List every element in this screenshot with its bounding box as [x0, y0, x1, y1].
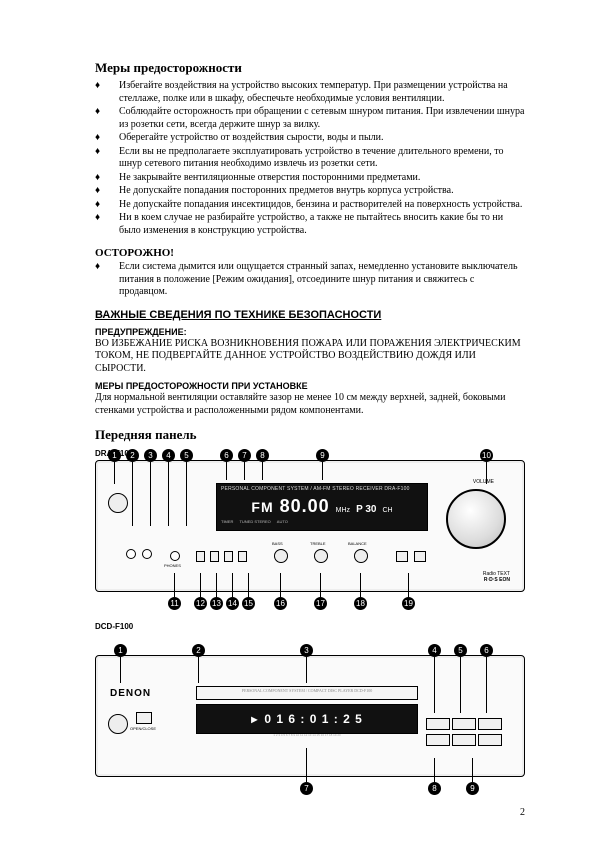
precaution-item: Не допускайте попадания инсектицидов, бе… — [119, 199, 522, 212]
cd-transport-button — [452, 734, 476, 746]
small-button — [196, 551, 205, 562]
disc-tray: PERSONAL COMPONENT SYSTEM / COMPACT DISC… — [196, 686, 418, 700]
caution-title: ОСТОРОЖНО! — [95, 247, 525, 259]
callout: 6 — [220, 449, 233, 462]
display-freq: 80.00 — [280, 496, 330, 517]
front-panel-title: Передняя панель — [95, 427, 525, 443]
display-ch: CH — [382, 507, 392, 514]
receiver-panel: DRA-F100 1 2 3 4 5 6 7 8 9 10 PERSONAL C… — [95, 449, 525, 592]
callout: 3 — [144, 449, 157, 462]
safety-title: ВАЖНЫЕ СВЕДЕНИЯ ПО ТЕХНИКЕ БЕЗОПАСНОСТИ — [95, 309, 525, 321]
callout: 1 — [108, 449, 121, 462]
small-button — [238, 551, 247, 562]
callout: 17 — [314, 597, 327, 610]
receiver-display: PERSONAL COMPONENT SYSTEM / AM-FM STEREO… — [216, 483, 428, 531]
track-index: 1 2 3 4 5 6 7 8 9 10 11 12 13 14 15 16 1… — [197, 733, 417, 737]
precaution-item: Соблюдайте осторожность при обращении с … — [119, 106, 525, 131]
callout: 11 — [168, 597, 181, 610]
receiver-device: 1 2 3 4 5 6 7 8 9 10 PERSONAL COMPONENT … — [95, 460, 525, 592]
precaution-item: Если вы не предполагаете эксплуатировать… — [119, 146, 525, 171]
bass-knob — [274, 549, 288, 563]
power-button — [108, 493, 128, 513]
cd-transport-button — [478, 718, 502, 730]
callout: 4 — [428, 644, 441, 657]
precaution-item: Ни в коем случае не разбирайте устройств… — [119, 212, 525, 237]
cd-device: 1 2 3 4 5 6 DENON PERSONAL COMPONENT SYS… — [95, 655, 525, 777]
cd-transport-button — [452, 718, 476, 730]
callout: 7 — [238, 449, 251, 462]
tray-header: PERSONAL COMPONENT SYSTEM / COMPACT DISC… — [197, 687, 417, 693]
precaution-item: Избегайте воздействия на устройство высо… — [119, 80, 525, 105]
precaution-item: Не допускайте попадания посторонних пред… — [119, 185, 454, 198]
callout: 10 — [480, 449, 493, 462]
callout: 2 — [126, 449, 139, 462]
callout: 5 — [180, 449, 193, 462]
cd-model: DCD-F100 — [95, 622, 525, 631]
treble-label: TREBLE — [310, 541, 326, 546]
disp-indicator: TUNED STEREO — [239, 519, 270, 524]
callout: 16 — [274, 597, 287, 610]
disp-indicator: TIMER — [221, 519, 233, 524]
display-header: PERSONAL COMPONENT SYSTEM / AM-FM STEREO… — [217, 484, 427, 492]
callout: 2 — [192, 644, 205, 657]
phones-jack — [170, 551, 180, 561]
page-number: 2 — [520, 807, 525, 818]
cd-transport-button — [426, 718, 450, 730]
rds-badge: Radio TEXT R·D·S EON — [483, 572, 510, 583]
display-preset: P 30 — [356, 504, 376, 515]
small-button — [224, 551, 233, 562]
cd-transport-button — [478, 734, 502, 746]
cd-power-button — [108, 714, 128, 734]
system-jack — [142, 549, 152, 559]
disp-indicator: AUTO — [277, 519, 288, 524]
callout: 9 — [316, 449, 329, 462]
caution-item: Если система дымится или ощущается стран… — [119, 261, 525, 299]
callout: 19 — [402, 597, 415, 610]
callout: 15 — [242, 597, 255, 610]
balance-label: BALANCE — [348, 541, 367, 546]
install-text: Для нормальной вентиляции оставляйте заз… — [95, 392, 525, 417]
display-band: FM — [251, 499, 273, 515]
cd-display: ▶ 0 1 6 : 0 1 : 2 5 1 2 3 4 5 6 7 8 9 10… — [196, 704, 418, 734]
open-close-label: OPEN/CLOSE — [130, 726, 156, 731]
small-button — [396, 551, 408, 562]
precaution-item: Не закрывайте вентиляционные отверстия п… — [119, 172, 420, 185]
callout: 5 — [454, 644, 467, 657]
callout: 4 — [162, 449, 175, 462]
warning-text: ВО ИЗБЕЖАНИЕ РИСКА ВОЗНИКНОВЕНИЯ ПОЖАРА … — [95, 338, 525, 376]
balance-knob — [354, 549, 368, 563]
cd-transport-button — [426, 734, 450, 746]
brand-logo: DENON — [110, 688, 151, 699]
volume-label: VOLUME — [473, 479, 494, 485]
callout: 7 — [300, 782, 313, 795]
callout: 1 — [114, 644, 127, 657]
open-close-button — [136, 712, 152, 724]
cd-time: 0 1 6 : 0 1 : 2 5 — [264, 712, 362, 726]
precautions-list: ♦Избегайте воздействия на устройство выс… — [95, 80, 525, 237]
display-mhz: MHz — [336, 507, 350, 514]
callout: 14 — [226, 597, 239, 610]
install-label: МЕРЫ ПРЕДОСТОРОЖНОСТИ ПРИ УСТАНОВКЕ — [95, 381, 525, 391]
bass-label: BASS — [272, 541, 283, 546]
small-button — [414, 551, 426, 562]
treble-knob — [314, 549, 328, 563]
callout: 6 — [480, 644, 493, 657]
volume-knob — [446, 489, 506, 549]
callout: 8 — [256, 449, 269, 462]
system-jack — [126, 549, 136, 559]
play-icon: ▶ — [251, 715, 258, 724]
caution-list: ♦Если система дымится или ощущается стра… — [95, 261, 525, 299]
phones-label: PHONES — [164, 563, 181, 568]
callout: 13 — [210, 597, 223, 610]
precautions-title: Меры предосторожности — [95, 60, 525, 76]
small-button — [210, 551, 219, 562]
cd-panel: DCD-F100 1 2 3 4 5 6 DENON PERSONAL COMP… — [95, 622, 525, 777]
callout: 18 — [354, 597, 367, 610]
callout: 8 — [428, 782, 441, 795]
precaution-item: Оберегайте устройство от воздействия сыр… — [119, 132, 384, 145]
callout: 3 — [300, 644, 313, 657]
warning-label: ПРЕДУПРЕЖДЕНИЕ: — [95, 327, 525, 337]
callout: 9 — [466, 782, 479, 795]
callout: 12 — [194, 597, 207, 610]
